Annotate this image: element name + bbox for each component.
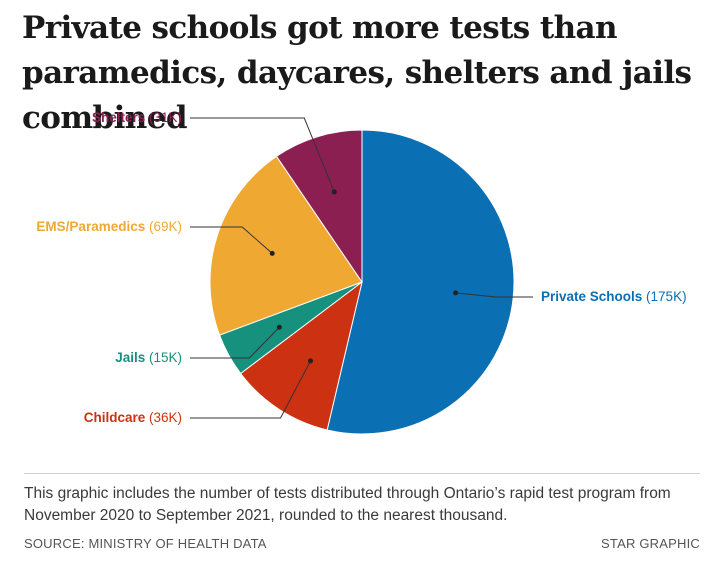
slice-label-jails: Jails (15K) [115,350,182,365]
divider [24,473,700,474]
pie-slice-private-schools [326,129,515,435]
slice-value: (31K) [145,110,182,125]
slice-name: Jails [115,350,145,365]
slice-value: (15K) [145,350,182,365]
leader-dot-shelters [331,189,337,195]
leader-line-jails [190,326,280,359]
slice-label-shelters: Shelters (31K) [92,110,182,125]
slice-label-ems-paramedics: EMS/Paramedics (69K) [36,219,182,234]
source-line: SOURCE: MINISTRY OF HEALTH DATA [24,536,267,551]
slice-value: (69K) [145,219,182,234]
slice-name: Shelters [92,110,145,125]
leader-line-shelters [190,117,335,193]
slice-value: (175K) [642,289,686,304]
leader-line-ems-paramedics [190,226,273,254]
leader-dot-private-schools [453,290,459,296]
slice-name: EMS/Paramedics [36,219,145,234]
leader-line-childcare [190,360,311,419]
slice-label-private-schools: Private Schools (175K) [541,289,687,304]
pie-slice-childcare [239,280,363,431]
leader-dot-jails [276,324,282,330]
slice-name: Childcare [84,410,146,425]
slice-value: (36K) [145,410,182,425]
leader-dot-childcare [307,358,313,364]
pie-slice-shelters [275,129,363,284]
slice-name: Private Schools [541,289,642,304]
leader-line-private-schools [455,292,533,298]
pie-chart: Private Schools (175K) Childcare (36K) Jai… [36,110,687,435]
slice-label-childcare: Childcare (36K) [84,410,182,425]
chart-title: Private schools got more tests than para… [22,10,692,136]
leader-dot-ems-paramedics [269,250,275,256]
pie-slice-ems-paramedics [209,155,363,336]
graphic-credit: STAR GRAPHIC [601,536,700,551]
footnote: This graphic includes the number of test… [24,485,671,524]
